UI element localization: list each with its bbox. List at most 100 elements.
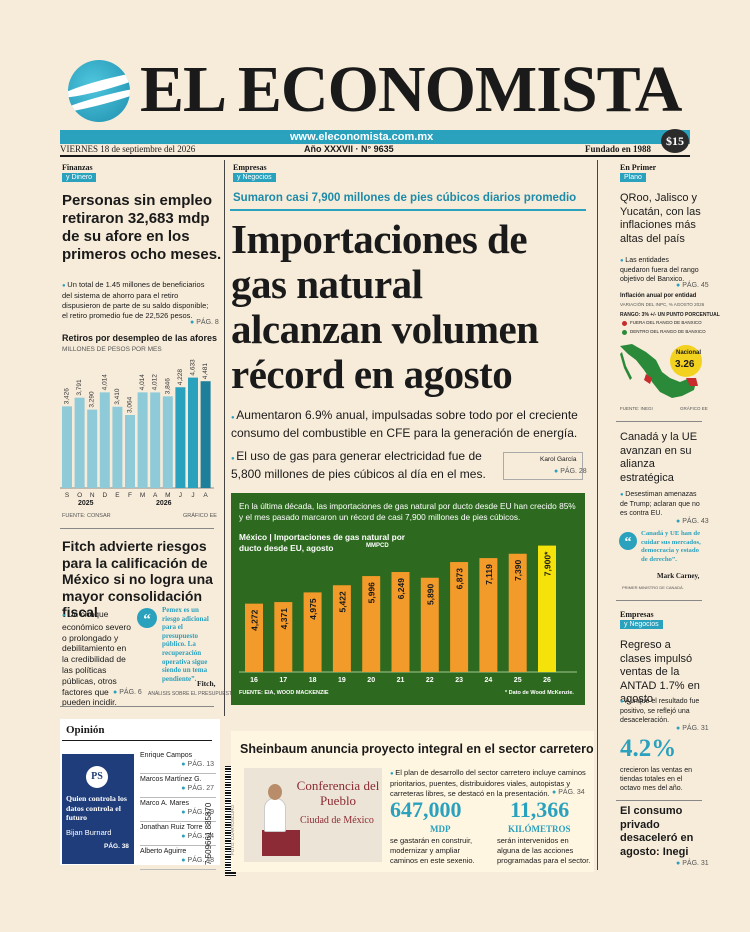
inflation-headline[interactable]: QRoo, Jalisco y Yucatán, con las inflaci… <box>620 192 701 245</box>
legend-out-swatch <box>622 321 627 326</box>
gas-bar-label: 7,390 <box>513 559 523 581</box>
afore-tick-label: A <box>153 492 158 499</box>
gas-tick-label: 24 <box>485 677 493 684</box>
opinion-column-item[interactable]: Jonathan Ruiz Torre PÁG. 34 <box>140 822 216 846</box>
stat-km-unit: KILÓMETROS <box>508 824 571 834</box>
opinion-column-item[interactable]: Enrique Campos PÁG. 13 <box>140 750 216 774</box>
main-bullet-1: Aumentaron 6.9% anual, impulsadas sobre … <box>231 408 583 441</box>
sheinbaum-headline[interactable]: Sheinbaum anuncia proyecto integral en e… <box>240 742 594 756</box>
gas-bar <box>508 553 527 672</box>
afore-headline[interactable]: Personas sin empleo retiraron 32,683 mdp… <box>62 192 222 263</box>
afore-bar-label: 3,290 <box>89 391 96 408</box>
canada-quote: Canadá y UE han de cuidar sus mercados, … <box>641 530 701 563</box>
photo-caption-sub: Ciudad de México <box>300 815 374 826</box>
map-title: Inflación anual por entidad <box>620 293 697 299</box>
website-link[interactable]: www.eleconomista.com.mx <box>290 131 434 143</box>
antad-headline[interactable]: Regreso a clases impulsó ventas de la AN… <box>620 639 700 705</box>
person-silhouette-icon <box>264 798 286 832</box>
opinion-page: PÁG. 34 <box>181 833 214 840</box>
stat-km-value: 11,366 <box>510 797 570 822</box>
section-label: En Primer <box>620 163 657 172</box>
gas-bar-label: 5,996 <box>367 582 377 604</box>
afore-tick-label: M <box>140 492 145 499</box>
opinion-logo: PS <box>86 766 108 788</box>
gas-chart-source: FUENTE: EIA, WOOD MACKENZIE <box>239 690 329 696</box>
column-rule <box>597 160 598 870</box>
gas-tick-label: 26 <box>543 677 551 684</box>
main-headline[interactable]: Importaciones de gas natural alcanzan vo… <box>231 216 539 397</box>
national-badge <box>670 345 702 377</box>
main-page[interactable]: PÁG. 28 <box>554 468 586 475</box>
section-empresas[interactable]: Empresas y Negocios <box>233 163 276 182</box>
section-empresas-right[interactable]: Empresas y Negocios <box>620 610 663 629</box>
sheinbaum-page[interactable]: PÁG. 34 <box>552 789 584 796</box>
fitch-page[interactable]: PÁG. 6 <box>113 689 142 696</box>
afore-bar-label: 3,791 <box>76 379 83 396</box>
main-kicker: Sumaron casi 7,900 millones de pies cúbi… <box>233 192 577 204</box>
afore-bar <box>99 392 110 488</box>
antad-page[interactable]: PÁG. 31 <box>676 725 708 732</box>
afore-bar <box>175 387 186 488</box>
stat-mdp-unit: MDP <box>430 824 451 834</box>
gas-bar <box>538 545 556 672</box>
gas-bar <box>450 562 469 672</box>
barcode <box>225 766 236 876</box>
divider <box>616 800 702 801</box>
antad-stat: 4.2% <box>620 735 677 762</box>
afore-bar <box>62 406 72 488</box>
founded-line: Fundado en 1988 <box>585 144 652 154</box>
afore-bar-label: 4,228 <box>177 369 184 386</box>
opinion-author: Alberto Aguirre <box>140 848 187 855</box>
masthead-title[interactable]: EL ECONOMISTA <box>140 53 682 126</box>
gas-tick-label: 16 <box>250 677 258 684</box>
canada-page[interactable]: PÁG. 43 <box>676 518 708 525</box>
section-en-primer-plano[interactable]: En Primer Plano <box>620 163 656 182</box>
inflation-body: Las entidades quedaron fuera del rango o… <box>620 256 700 284</box>
opinion-column-item[interactable]: Marco A. Mares PÁG. 29 <box>140 798 216 822</box>
gas-bar-label: 6,873 <box>455 568 465 590</box>
afore-bar <box>137 392 148 488</box>
map-source: FUENTE: INEGI <box>620 406 653 411</box>
canada-headline[interactable]: Canadá y la UE avanzan en su alianza est… <box>620 431 698 484</box>
divider <box>230 209 586 211</box>
afore-page[interactable]: PÁG. 8 <box>190 319 219 326</box>
section-sub-label: y Dinero <box>62 173 97 182</box>
afore-tick-label: A <box>203 492 208 499</box>
gas-tick-label: 23 <box>455 677 463 684</box>
gas-bar-chart: 4,272 16 4,371 17 4,975 18 5,422 19 5,996 20 6,249… <box>239 545 577 684</box>
afore-bar-label: 4,014 <box>139 374 146 391</box>
sheinbaum-body: El plan de desarrollo del sector carrete… <box>390 768 590 799</box>
consumo-page[interactable]: PÁG. 31 <box>676 860 708 867</box>
gas-tick-label: 25 <box>514 677 522 684</box>
opinion-column-item[interactable]: Marcos Martínez G. PÁG. 27 <box>140 774 216 798</box>
opinion-feature-page[interactable]: PÁG. 38 <box>104 843 129 850</box>
afore-bar-label: 4,633 <box>190 359 197 376</box>
divider <box>60 528 214 529</box>
map-legend-in: DENTRO DEL RANGO DE BANXICO <box>630 329 706 334</box>
opinion-label[interactable]: Opinión <box>66 724 105 736</box>
section-label: Empresas <box>233 163 267 172</box>
canada-body: Desestiman amenazas de Trump; aclaran qu… <box>620 490 700 518</box>
afore-bar-label: 4,014 <box>101 374 108 391</box>
gas-tick-label: 20 <box>367 677 375 684</box>
afore-bar <box>162 396 173 488</box>
opinion-column-item[interactable]: Alberto Aguirre PÁG. 48 <box>140 846 216 870</box>
inflation-page[interactable]: PÁG. 45 <box>676 282 708 289</box>
gas-bar-label: 4,371 <box>279 608 289 630</box>
opinion-columns: Enrique Campos PÁG. 13 Marcos Martínez G. P… <box>140 750 216 870</box>
gas-bar <box>274 602 293 672</box>
gas-bar <box>245 603 263 672</box>
afore-tick-label: J <box>179 492 182 499</box>
fitch-headline[interactable]: Fitch advierte riesgos para la calificac… <box>62 538 213 620</box>
afore-tick-label: S <box>65 492 70 499</box>
gas-bar <box>362 576 381 672</box>
podium-icon <box>262 830 300 856</box>
consumo-headline[interactable]: El consumo privado desaceleró en agosto:… <box>620 805 694 858</box>
main-bullet-2: El uso de gas para generar electricidad … <box>231 449 499 482</box>
sheinbaum-photo <box>244 768 382 862</box>
gas-tick-label: 18 <box>309 677 317 684</box>
afore-tick-label: D <box>102 492 107 499</box>
photo-credit: FOTO: CUARTOSCURO <box>230 804 235 855</box>
section-finanzas[interactable]: Finanzas y Dinero <box>62 163 132 182</box>
gas-bar <box>332 585 351 672</box>
